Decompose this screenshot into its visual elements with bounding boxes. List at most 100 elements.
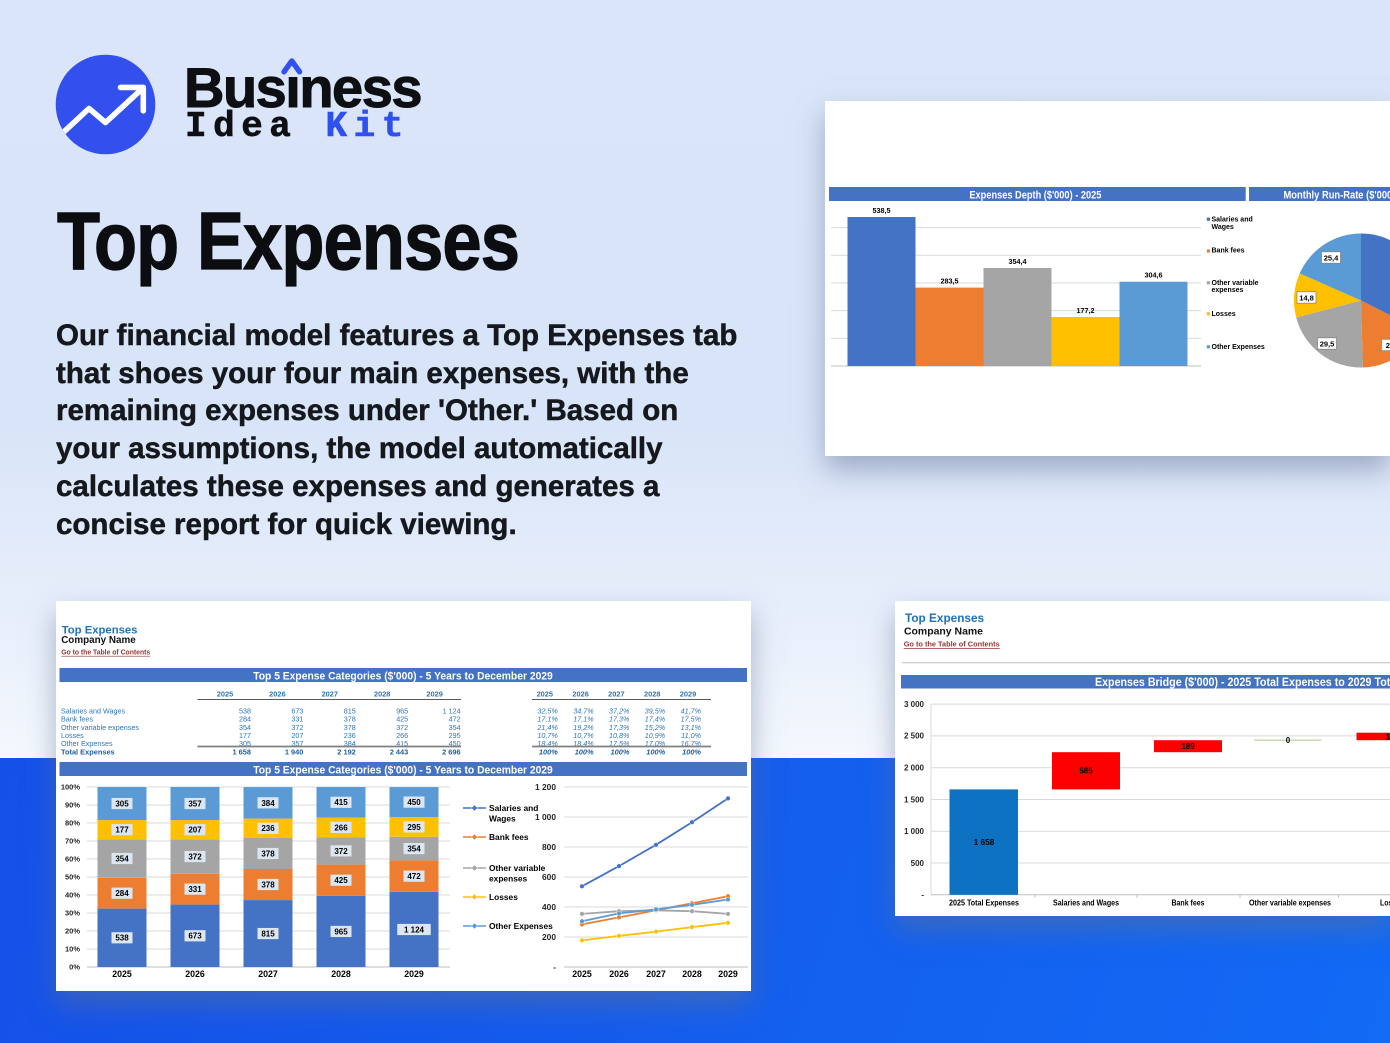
svg-text:2029: 2029 xyxy=(718,969,738,979)
svg-text:Bank fees: Bank fees xyxy=(1212,248,1245,255)
svg-text:965: 965 xyxy=(334,927,348,936)
svg-text:372: 372 xyxy=(291,723,303,732)
svg-text:815: 815 xyxy=(344,706,356,715)
svg-text:18,4%: 18,4% xyxy=(573,739,594,748)
svg-text:0: 0 xyxy=(1286,736,1291,745)
svg-text:357: 357 xyxy=(291,739,303,748)
svg-text:Total Expenses: Total Expenses xyxy=(61,748,115,757)
svg-text:673: 673 xyxy=(291,706,303,715)
svg-text:11,0%: 11,0% xyxy=(681,731,701,740)
svg-text:372: 372 xyxy=(188,852,202,861)
svg-text:177: 177 xyxy=(239,731,251,740)
svg-text:41,7%: 41,7% xyxy=(681,706,702,715)
svg-text:80%: 80% xyxy=(65,819,80,828)
svg-text:18,4%: 18,4% xyxy=(537,739,558,748)
svg-text:378: 378 xyxy=(261,849,275,858)
svg-text:2027: 2027 xyxy=(646,969,666,979)
svg-text:378: 378 xyxy=(344,723,356,732)
svg-text:17,3%: 17,3% xyxy=(609,715,630,724)
svg-text:2025: 2025 xyxy=(572,969,592,979)
svg-text:2026: 2026 xyxy=(572,690,588,699)
svg-text:354: 354 xyxy=(449,723,461,732)
svg-text:538: 538 xyxy=(115,934,129,943)
svg-text:372: 372 xyxy=(396,723,408,732)
svg-text:472: 472 xyxy=(449,715,461,724)
svg-text:450: 450 xyxy=(449,739,461,748)
svg-text:304,6: 304,6 xyxy=(1145,271,1163,280)
svg-text:415: 415 xyxy=(334,798,348,807)
svg-text:11: 11 xyxy=(1386,732,1390,741)
svg-text:372: 372 xyxy=(334,847,348,856)
svg-text:10,7%: 10,7% xyxy=(573,731,594,740)
svg-text:538,5: 538,5 xyxy=(873,206,891,215)
svg-text:Bank fees: Bank fees xyxy=(61,715,93,724)
svg-text:100%: 100% xyxy=(575,748,594,757)
svg-text:Bank fees: Bank fees xyxy=(1172,899,1205,908)
svg-text:2027: 2027 xyxy=(608,690,624,699)
svg-text:1 500: 1 500 xyxy=(904,795,925,804)
svg-text:Other variable expenses: Other variable expenses xyxy=(1249,899,1331,908)
svg-text:100%: 100% xyxy=(61,783,81,792)
svg-text:2029: 2029 xyxy=(680,690,696,699)
svg-text:Top 5 Expense Categories ($'00: Top 5 Expense Categories ($'000) - 5 Yea… xyxy=(253,764,553,776)
svg-text:17,0%: 17,0% xyxy=(645,739,666,748)
svg-text:17,5%: 17,5% xyxy=(609,739,630,748)
svg-text:2027: 2027 xyxy=(258,969,278,979)
svg-text:177,2: 177,2 xyxy=(1077,306,1095,315)
svg-text:2028: 2028 xyxy=(644,690,660,699)
svg-text:10%: 10% xyxy=(65,945,80,954)
svg-text:1 124: 1 124 xyxy=(404,925,425,934)
svg-text:19,2%: 19,2% xyxy=(573,723,594,732)
svg-text:17,1%: 17,1% xyxy=(537,715,558,724)
svg-text:305: 305 xyxy=(115,799,129,808)
svg-text:2026: 2026 xyxy=(609,969,629,979)
svg-text:538: 538 xyxy=(239,706,251,715)
svg-text:Other Expenses: Other Expenses xyxy=(489,921,553,931)
svg-text:295: 295 xyxy=(449,731,461,740)
svg-text:Other Expenses: Other Expenses xyxy=(61,739,113,748)
svg-text:815: 815 xyxy=(261,929,275,938)
svg-text:1 124: 1 124 xyxy=(443,706,461,715)
svg-text:Losses: Losses xyxy=(61,731,84,740)
svg-text:60%: 60% xyxy=(65,855,80,864)
svg-text:-: - xyxy=(921,891,924,900)
svg-text:Monthly Run-Rate ($'000) - 202: Monthly Run-Rate ($'000) - 2025 xyxy=(1284,189,1390,201)
svg-text:425: 425 xyxy=(396,715,408,724)
svg-text:384: 384 xyxy=(261,799,275,808)
svg-text:284: 284 xyxy=(115,889,129,898)
svg-text:384: 384 xyxy=(344,739,356,748)
svg-text:10,8%: 10,8% xyxy=(609,731,630,740)
svg-text:13,1%: 13,1% xyxy=(681,723,702,732)
svg-text:30%: 30% xyxy=(65,909,80,918)
svg-text:Expenses Depth ($'000) - 2025: Expenses Depth ($'000) - 2025 xyxy=(969,189,1101,201)
svg-text:305: 305 xyxy=(239,739,251,748)
svg-text:25,4: 25,4 xyxy=(1324,253,1339,262)
svg-text:100%: 100% xyxy=(539,748,558,757)
svg-text:Salaries and: Salaries and xyxy=(489,803,538,813)
svg-text:1 200: 1 200 xyxy=(535,782,556,792)
svg-text:29,5: 29,5 xyxy=(1320,339,1335,348)
svg-text:22,: 22, xyxy=(1386,341,1390,350)
svg-text:472: 472 xyxy=(407,872,421,881)
svg-text:295: 295 xyxy=(407,823,421,832)
svg-text:16,7%: 16,7% xyxy=(681,739,702,748)
svg-text:965: 965 xyxy=(396,706,408,715)
svg-text:207: 207 xyxy=(291,731,303,740)
svg-text:331: 331 xyxy=(188,885,202,894)
svg-text:1 000: 1 000 xyxy=(535,812,556,822)
svg-text:Other Expenses: Other Expenses xyxy=(1212,344,1265,351)
svg-text:2 696: 2 696 xyxy=(442,748,461,757)
svg-text:2028: 2028 xyxy=(374,690,390,699)
svg-text:2025: 2025 xyxy=(112,969,132,979)
svg-text:266: 266 xyxy=(334,823,348,832)
svg-text:Go to the Table of Contents: Go to the Table of Contents xyxy=(904,640,1000,649)
svg-text:2 192: 2 192 xyxy=(337,748,356,757)
svg-text:378: 378 xyxy=(344,715,356,724)
svg-text:2 443: 2 443 xyxy=(390,748,409,757)
svg-text:284: 284 xyxy=(239,715,251,724)
svg-text:100%: 100% xyxy=(610,748,629,757)
svg-text:354: 354 xyxy=(407,845,421,854)
svg-text:2028: 2028 xyxy=(331,969,351,979)
svg-text:3 000: 3 000 xyxy=(904,700,925,709)
svg-text:2 500: 2 500 xyxy=(904,732,925,741)
